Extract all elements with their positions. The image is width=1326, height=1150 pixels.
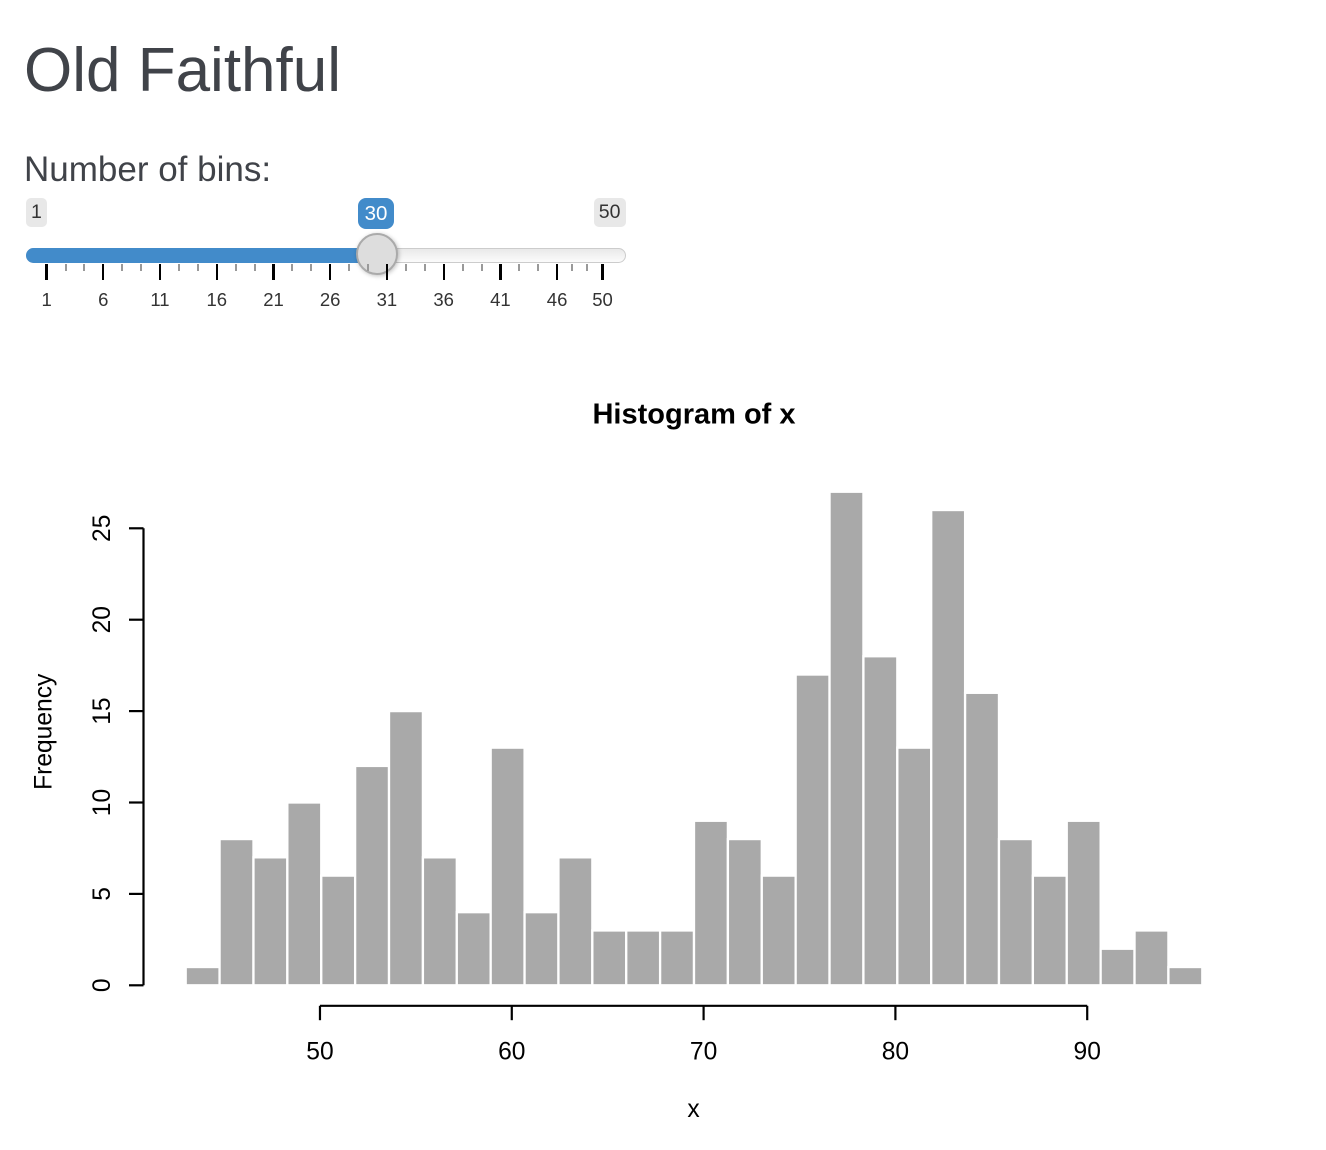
svg-text:60: 60 — [498, 1039, 525, 1066]
svg-text:80: 80 — [882, 1039, 909, 1066]
svg-text:10: 10 — [89, 789, 116, 816]
svg-text:0: 0 — [89, 978, 116, 992]
svg-text:15: 15 — [89, 697, 116, 724]
svg-text:50: 50 — [306, 1039, 333, 1066]
svg-text:70: 70 — [690, 1039, 717, 1066]
svg-text:25: 25 — [89, 515, 116, 542]
svg-text:5: 5 — [89, 887, 116, 901]
svg-text:x: x — [687, 1096, 700, 1123]
svg-text:20: 20 — [89, 606, 116, 633]
svg-text:Frequency: Frequency — [31, 673, 58, 790]
svg-text:Histogram of x: Histogram of x — [592, 399, 795, 431]
svg-text:90: 90 — [1074, 1039, 1101, 1066]
